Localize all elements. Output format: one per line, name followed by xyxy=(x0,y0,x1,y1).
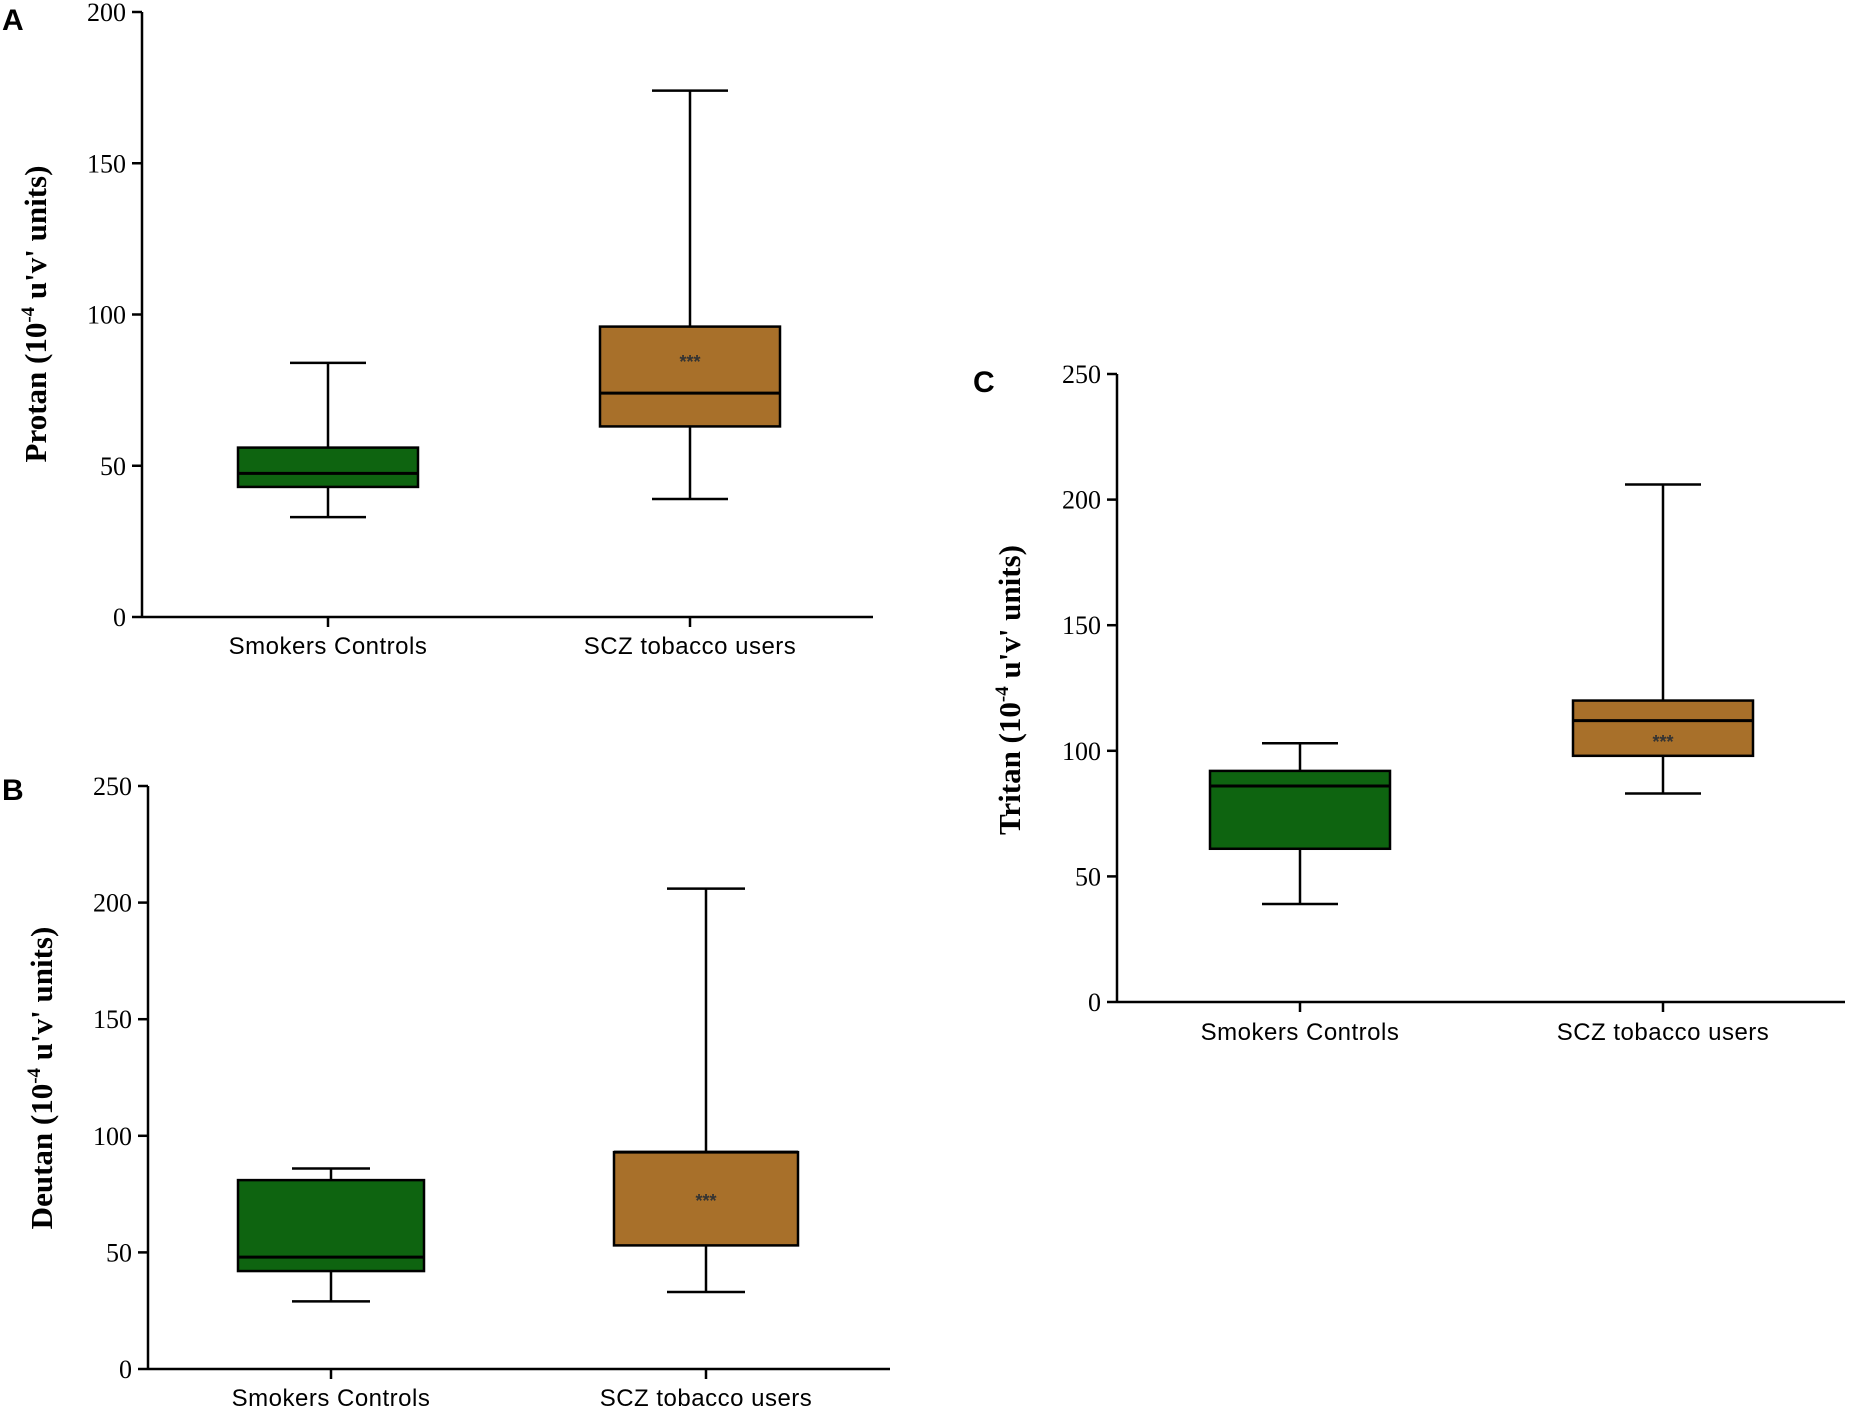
box-scz-tobacco-users: *** SCZ tobacco users xyxy=(584,89,797,660)
box-smokers-controls: Smokers Controls xyxy=(1201,742,1400,1046)
significance-label: *** xyxy=(695,1191,716,1211)
x-category-label: Smokers Controls xyxy=(232,1385,431,1412)
iqr-box xyxy=(612,1150,800,1247)
iqr-box xyxy=(598,325,782,428)
y-tick-label: 50 xyxy=(1075,862,1101,891)
y-tick-label: 0 xyxy=(1088,988,1101,1017)
x-category-label: Smokers Controls xyxy=(229,633,428,660)
iqr-box xyxy=(1208,769,1392,851)
y-tick-label: 250 xyxy=(1062,360,1101,389)
y-tick-label: 150 xyxy=(1062,611,1101,640)
significance-label: *** xyxy=(679,352,700,372)
box-scz-tobacco-users: *** SCZ tobacco users xyxy=(1557,483,1770,1046)
iqr-box xyxy=(236,446,420,489)
x-category-label: Smokers Controls xyxy=(1201,1019,1400,1046)
y-axis-label: Deutan (10-4 u'v' units) xyxy=(24,927,59,1230)
x-category-label: SCZ tobacco users xyxy=(1557,1019,1770,1046)
significance-label: *** xyxy=(1652,732,1673,752)
x-category-label: SCZ tobacco users xyxy=(584,633,797,660)
y-tick-label: 100 xyxy=(1062,737,1101,766)
x-category-label: SCZ tobacco users xyxy=(600,1385,813,1412)
y-tick-label: 50 xyxy=(106,1238,132,1267)
panel-c: C Tritan (10-4 u'v' units) 0 50 100 150 200 250… xyxy=(973,360,1845,1046)
y-tick-label: 0 xyxy=(119,1355,132,1384)
box-smokers-controls: Smokers Controls xyxy=(229,361,428,660)
y-tick-label: 250 xyxy=(93,772,132,801)
panel-b: B Deutan (10-4 u'v' units) 0 50 100 150 200 250… xyxy=(2,772,890,1412)
iqr-box xyxy=(1571,699,1755,758)
y-tick-label: 200 xyxy=(1062,486,1101,515)
panel-label: C xyxy=(973,366,995,399)
y-tick-label: 150 xyxy=(87,149,126,178)
y-tick-label: 0 xyxy=(113,603,126,632)
box-scz-tobacco-users: *** SCZ tobacco users xyxy=(600,887,813,1412)
y-axis-label: Tritan (10-4 u'v' units) xyxy=(992,545,1027,835)
y-tick-label: 100 xyxy=(93,1122,132,1151)
y-tick-label: 150 xyxy=(93,1005,132,1034)
panel-label: A xyxy=(2,4,24,37)
box-smokers-controls: Smokers Controls xyxy=(232,1167,431,1412)
panel-a: A Protan (10-4 u'v' units) 0 50 100 150 200 Smo… xyxy=(2,0,873,660)
y-tick-label: 100 xyxy=(87,301,126,330)
y-axis-label: Protan (10-4 u'v' units) xyxy=(18,166,53,463)
y-tick-label: 200 xyxy=(93,889,132,918)
y-tick-label: 200 xyxy=(87,0,126,27)
y-tick-label: 50 xyxy=(100,452,126,481)
panel-label: B xyxy=(2,774,24,807)
